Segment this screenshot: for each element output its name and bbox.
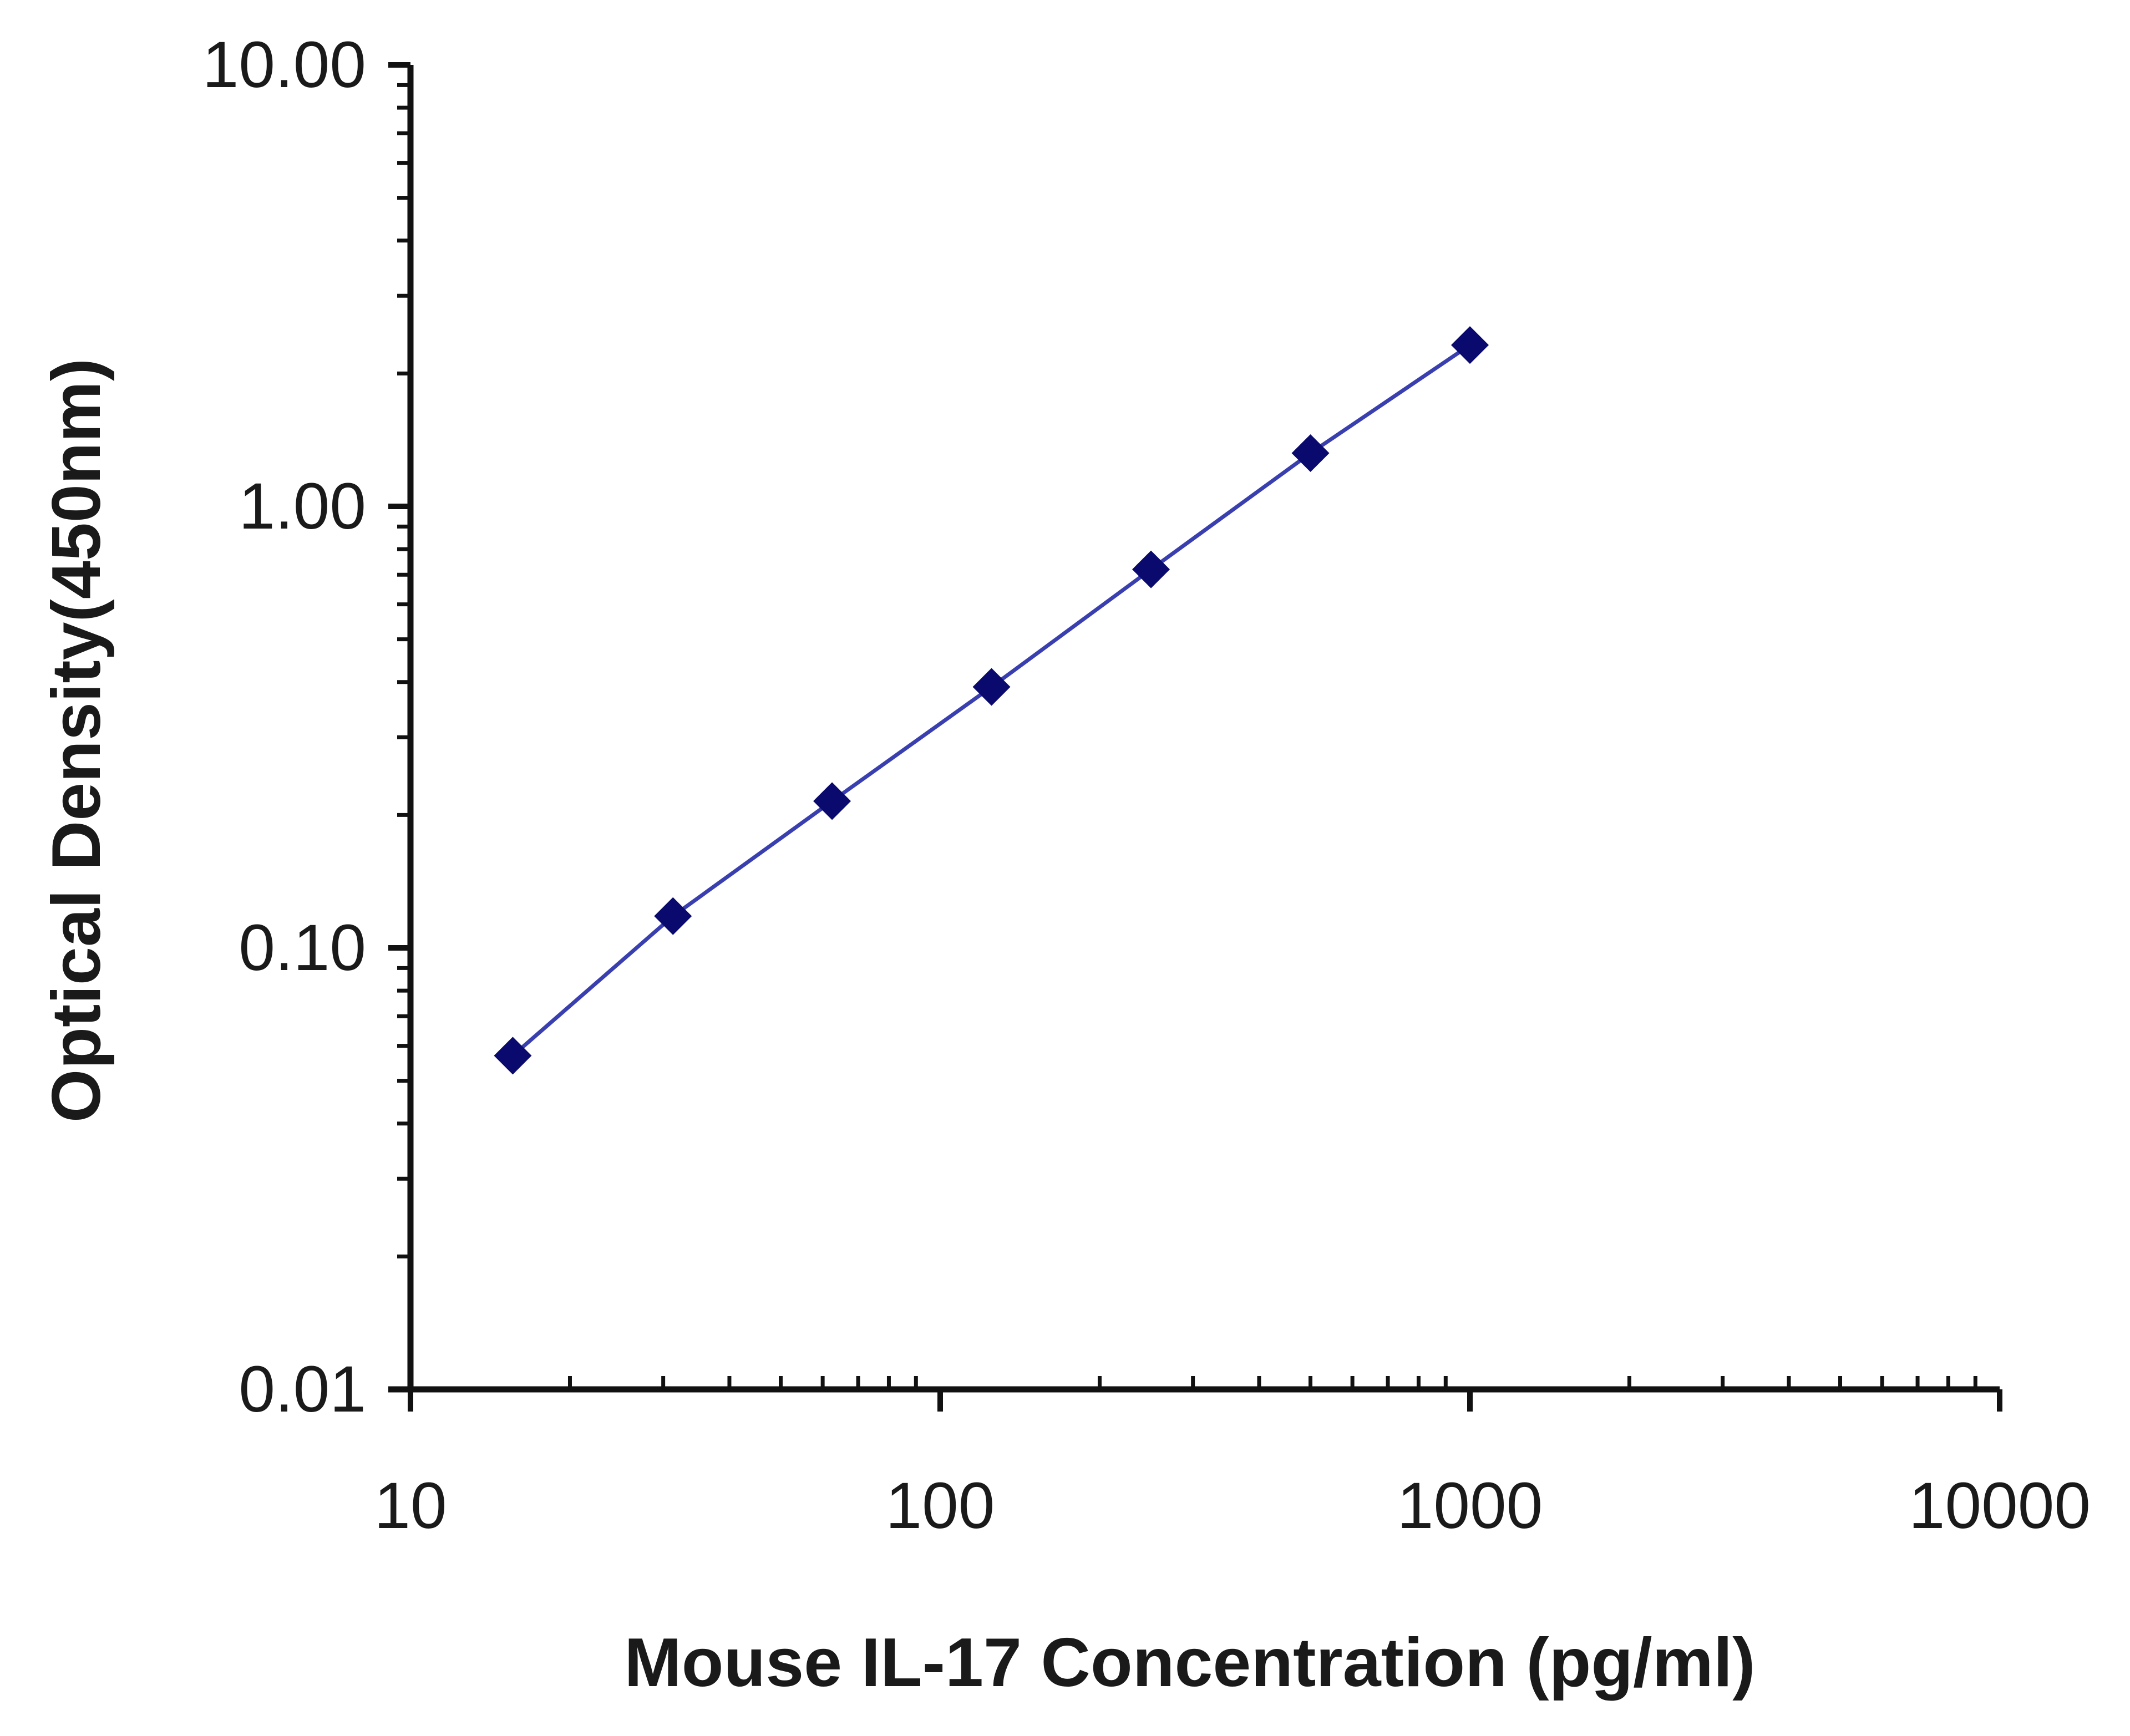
y-tick-label: 0.01 [239, 1353, 366, 1426]
x-axis-title: Mouse IL-17 Concentration (pg/ml) [624, 1625, 1755, 1701]
data-point [494, 1037, 532, 1075]
x-tick-label: 1000 [1397, 1469, 1543, 1542]
y-tick-label: 0.10 [239, 911, 366, 984]
data-point [1132, 550, 1170, 588]
y-tick-label: 10.00 [202, 28, 366, 101]
data-point [1451, 326, 1489, 364]
data-point [813, 782, 851, 820]
x-axis-major-ticks: 10 100 1000 10000 [374, 1389, 2091, 1542]
data-point [654, 897, 692, 935]
y-tick-label: 1.00 [239, 470, 366, 543]
y-axis-major-ticks: 10.00 1.00 0.10 0.01 [202, 28, 410, 1426]
x-tick-label: 10 [374, 1469, 447, 1542]
x-tick-label: 10000 [1909, 1469, 2091, 1542]
x-tick-label: 100 [886, 1469, 995, 1542]
data-point [1291, 434, 1330, 473]
y-axis-title: Optical Density(450nm) [38, 358, 115, 1123]
data-point [972, 668, 1011, 706]
series-layer [494, 326, 1489, 1075]
